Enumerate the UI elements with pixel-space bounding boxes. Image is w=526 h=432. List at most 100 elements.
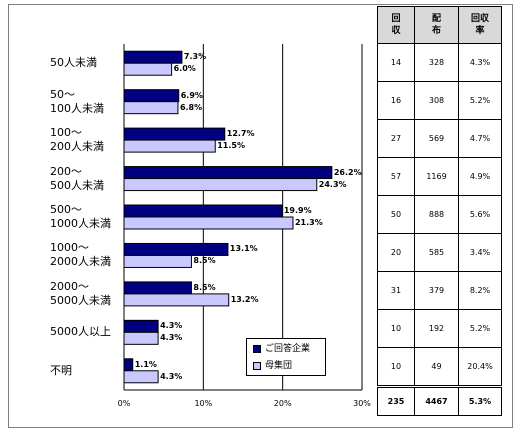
cell-collected: 10 [377,347,415,387]
x-tick-label: 10% [194,399,213,408]
header-collected-text: 回 収 [391,14,401,36]
x-tick-label: 0% [117,399,131,408]
table-row: 14 328 4.3% [377,43,502,82]
total-cell-response-rate: 5.3% [458,385,502,416]
header-collected: 回 収 [377,6,415,44]
bar-population [123,331,159,345]
cell-response-rate: 4.3% [458,43,502,82]
data-label-respondents: 4.3% [160,321,183,331]
bar-respondents [123,242,229,256]
category-label: 不明 [50,363,72,377]
bar-respondents [123,319,159,333]
legend-item-population: 母集団 [253,361,292,372]
data-label-population: 4.3% [160,333,183,343]
legend-label-population: 母集団 [265,361,293,371]
bar-respondents [123,358,134,372]
cell-distributed: 49 [414,347,459,387]
category-label: 1000～ 2000人未満 [50,241,111,269]
cell-distributed: 308 [414,81,459,120]
table-header-row: 回 収 配 布 回収 率 [377,6,502,44]
x-tick-label: 30% [353,399,371,408]
cell-collected: 16 [377,81,415,120]
category-label: 2000～ 5000人未満 [50,279,111,307]
bar-population [123,370,159,384]
cell-collected: 20 [377,233,415,272]
cell-response-rate: 5.2% [458,81,502,120]
data-label-population: 24.3% [318,179,347,189]
cell-response-rate: 8.2% [458,271,502,310]
cell-response-rate: 3.4% [458,233,502,272]
table-row: 16 308 5.2% [377,81,502,120]
bar-population [123,254,192,268]
bar-respondents [123,50,183,64]
table-row: 50 888 5.6% [377,195,502,234]
cell-distributed: 192 [414,309,459,348]
header-distributed-text: 配 布 [431,14,441,36]
bar-population [123,139,216,153]
category-label: 500～ 1000人未満 [50,203,111,230]
data-label-population: 6.8% [179,102,203,112]
cell-collected: 27 [377,119,415,158]
data-label-respondents: 19.9% [283,206,312,215]
data-label-respondents: 6.9% [180,90,203,100]
bar-population [123,293,230,307]
data-label-respondents: 7.3% [183,52,207,62]
cell-response-rate: 5.6% [458,195,502,234]
table-row: 20 585 3.4% [377,233,502,272]
cell-distributed: 569 [414,119,459,158]
category-label: 100～ 200人未満 [50,126,104,154]
response-stats-table: 回 収 配 布 回収 率 14 328 4.3% 16 308 5.2% 27 569 4.7%… [377,6,502,416]
x-tick-label: 20% [273,399,292,408]
cell-collected: 10 [377,309,415,348]
data-label-population: 11.5% [217,141,245,151]
data-label-population: 8.5% [193,256,216,266]
table-row: 10 192 5.2% [377,309,502,348]
cell-distributed: 888 [414,195,459,234]
figure-frame [8,4,513,428]
category-label: 200～ 500人未満 [50,164,104,192]
total-cell-distributed: 4467 [414,385,459,416]
bar-population [123,216,294,230]
data-label-respondents: 8.5% [193,282,216,292]
cell-response-rate: 4.9% [458,157,502,196]
bar-respondents [123,166,333,180]
cell-distributed: 585 [414,233,459,272]
category-label: 50～ 100人未満 [50,87,104,115]
cell-response-rate: 4.7% [458,119,502,158]
bar-respondents [123,204,283,218]
table-row: 57 1169 4.9% [377,157,502,196]
bar-respondents [123,281,192,295]
legend-label-respondents: ご回答企業 [265,344,311,354]
cell-collected: 50 [377,195,415,234]
table-row: 31 379 8.2% [377,271,502,310]
data-label-population: 21.3% [294,218,323,227]
bar-population [123,178,318,192]
bar-population [123,62,173,76]
table-row: 10 49 20.4% [377,347,502,387]
data-label-population: 6.0% [173,64,196,74]
data-label-respondents: 12.7% [226,129,255,139]
cell-distributed: 1169 [414,157,459,196]
cell-distributed: 328 [414,43,459,82]
legend-swatch-population [253,361,261,370]
category-label: 50人未満 [50,56,97,70]
legend: ご回答企業 母集団 [246,338,326,376]
category-label: 5000人以上 [50,325,111,339]
table-total-row: 235 4467 5.3% [377,385,502,416]
cell-distributed: 379 [414,271,459,310]
header-response-rate: 回収 率 [458,6,502,44]
data-label-respondents: 26.2% [333,167,362,177]
cell-collected: 14 [377,43,415,82]
cell-collected: 57 [377,157,415,196]
cell-response-rate: 5.2% [458,309,502,348]
header-response-rate-text: 回収 率 [470,14,489,36]
total-cell-collected: 235 [377,385,415,416]
header-distributed: 配 布 [414,6,459,44]
data-label-population: 4.3% [160,371,183,381]
cell-collected: 31 [377,271,415,310]
bar-population [123,101,179,115]
legend-item-respondents: ご回答企業 [253,344,310,355]
data-label-respondents: 13.1% [229,244,258,254]
table-row: 27 569 4.7% [377,119,502,158]
